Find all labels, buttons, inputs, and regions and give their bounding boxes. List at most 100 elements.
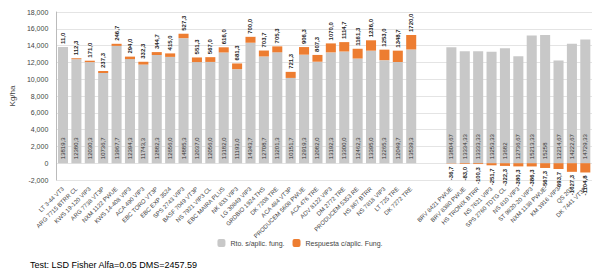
svg-text:0: 0 <box>44 160 48 167</box>
svg-text:-1104,8: -1104,8 <box>582 175 588 196</box>
svg-text:11,0: 11,0 <box>60 32 66 44</box>
svg-text:15258: 15258 <box>542 142 548 159</box>
svg-text:415,0: 415,0 <box>167 35 173 51</box>
svg-text:332,3: 332,3 <box>140 43 146 59</box>
svg-text:13253,33: 13253,33 <box>489 134 495 160</box>
svg-text:12,000: 12,000 <box>27 59 49 66</box>
svg-text:-567,3: -567,3 <box>542 170 548 188</box>
svg-text:12462,3: 12462,3 <box>355 137 361 159</box>
svg-text:PRODUCEM 5353 RE: PRODUCEM 5353 RE <box>313 185 360 233</box>
svg-text:12037,0: 12037,0 <box>194 137 200 159</box>
svg-text:EBC MAIRA PLUS: EBC MAIRA PLUS <box>186 185 226 226</box>
svg-text:1161,3: 1161,3 <box>355 27 361 46</box>
svg-text:700,0: 700,0 <box>247 18 253 34</box>
svg-text:18,000: 18,000 <box>27 9 49 16</box>
svg-text:-251,7: -251,7 <box>489 168 495 186</box>
svg-text:171,0: 171,0 <box>87 42 93 58</box>
svg-text:13182,0: 13182,0 <box>221 137 227 159</box>
svg-text:13201,3: 13201,3 <box>274 137 280 159</box>
svg-text:Kg/ha: Kg/ha <box>8 85 17 106</box>
svg-text:13819,3: 13819,3 <box>60 137 66 159</box>
svg-text:13333,33: 13333,33 <box>475 134 481 160</box>
svg-text:6,000: 6,000 <box>31 109 49 116</box>
svg-text:703,7: 703,7 <box>261 32 267 48</box>
svg-text:12919,3: 12919,3 <box>301 137 307 159</box>
svg-text:8,000: 8,000 <box>31 93 49 100</box>
svg-text:13682: 13682 <box>502 142 508 159</box>
svg-text:14222,67: 14222,67 <box>569 134 575 160</box>
svg-text:681,3: 681,3 <box>234 45 240 61</box>
svg-text:GRDBIO 1924 THS: GRDBIO 1924 THS <box>224 185 266 227</box>
svg-text:KWS 14-408 VIP3: KWS 14-408 VIP3 <box>93 185 133 225</box>
svg-text:13967,7: 13967,7 <box>114 137 120 159</box>
svg-text:14343,7: 14343,7 <box>247 137 253 159</box>
svg-text:721,3: 721,3 <box>288 53 294 69</box>
svg-text:14729,33: 14729,33 <box>582 134 588 160</box>
svg-text:12030,3: 12030,3 <box>87 137 93 159</box>
svg-text:13334,33: 13334,33 <box>462 134 468 160</box>
svg-text:15213,33: 15213,33 <box>529 134 535 160</box>
svg-text:237,3: 237,3 <box>100 52 106 68</box>
svg-text:616,0: 616,0 <box>221 29 227 45</box>
svg-text:705,3: 705,3 <box>274 28 280 44</box>
svg-text:344,7: 344,7 <box>154 33 160 49</box>
svg-text:4,000: 4,000 <box>31 126 49 133</box>
svg-text:567,0: 567,0 <box>207 38 213 54</box>
svg-text:527,3: 527,3 <box>181 15 187 31</box>
svg-text:13395,0: 13395,0 <box>368 137 374 159</box>
svg-text:-386,3: -386,3 <box>529 169 535 187</box>
svg-text:13539,3: 13539,3 <box>408 137 414 159</box>
svg-text:13300,0: 13300,0 <box>341 137 347 159</box>
svg-text:1720,0: 1720,0 <box>408 13 414 32</box>
svg-text:Rto. s/aplic. fung.: Rto. s/aplic. fung. <box>230 240 284 248</box>
svg-text:13804,67: 13804,67 <box>448 134 454 160</box>
svg-text:246,7: 246,7 <box>114 25 120 41</box>
svg-text:14885,3: 14885,3 <box>181 137 187 159</box>
svg-text:10736,7: 10736,7 <box>100 137 106 159</box>
svg-text:12049,7: 12049,7 <box>395 137 401 159</box>
svg-text:12380,3: 12380,3 <box>73 137 79 159</box>
svg-text:1114,7: 1114,7 <box>341 21 347 39</box>
svg-text:551,3: 551,3 <box>194 39 200 55</box>
svg-text:11743,3: 11743,3 <box>140 137 146 159</box>
svg-text:1236,0: 1236,0 <box>368 18 374 37</box>
svg-text:807,3: 807,3 <box>314 36 320 52</box>
svg-text:-322,3: -322,3 <box>502 168 508 186</box>
svg-text:12056,0: 12056,0 <box>207 137 213 159</box>
svg-text:Respuesta c/aplic. Fung.: Respuesta c/aplic. Fung. <box>306 240 383 248</box>
svg-text:ARG 7715 BTRR CL: ARG 7715 BTRR CL <box>35 185 79 230</box>
svg-text:12736,67: 12736,67 <box>515 134 521 160</box>
svg-text:HS TRONIX BTRR: HS TRONIX BTRR <box>440 185 481 226</box>
svg-text:-1027,3: -1027,3 <box>569 174 575 195</box>
svg-text:12882,3: 12882,3 <box>154 137 160 159</box>
svg-text:12394,3: 12394,3 <box>127 137 133 159</box>
svg-text:1348,7: 1348,7 <box>395 29 401 48</box>
svg-text:PRODUCEM 5608 PWUE: PRODUCEM 5608 PWUE <box>253 186 306 239</box>
svg-text:Test: LSD Fisher Alfa=0.05 DMS: Test: LSD Fisher Alfa=0.05 DMS=2457.59 <box>30 260 197 270</box>
svg-text:12265,3: 12265,3 <box>381 137 387 159</box>
svg-text:12656,0: 12656,0 <box>167 137 173 159</box>
svg-text:-693,7: -693,7 <box>556 171 562 189</box>
svg-text:14,000: 14,000 <box>27 42 49 49</box>
svg-text:SPS 2760 TDTG CL: SPS 2760 TDTG CL <box>464 185 508 229</box>
svg-text:294,0: 294,0 <box>127 38 133 54</box>
svg-text:12214,67: 12214,67 <box>556 134 562 160</box>
svg-text:1253,0: 1253,0 <box>381 28 387 47</box>
svg-text:1070,0: 1070,0 <box>328 21 334 40</box>
svg-text:-36,7: -36,7 <box>448 166 454 180</box>
svg-text:10,000: 10,000 <box>27 76 49 83</box>
svg-text:12082,0: 12082,0 <box>314 137 320 159</box>
svg-text:13192,3: 13192,3 <box>328 137 334 159</box>
svg-text:16,000: 16,000 <box>27 25 49 32</box>
svg-text:-83,0: -83,0 <box>462 166 468 180</box>
svg-text:906,3: 906,3 <box>301 28 307 44</box>
svg-text:10151,7: 10151,7 <box>288 137 294 159</box>
svg-text:12708,7: 12708,7 <box>261 137 267 159</box>
svg-text:-100,3: -100,3 <box>475 166 481 184</box>
svg-text:112,3: 112,3 <box>73 40 79 55</box>
svg-text:-2,000: -2,000 <box>28 177 48 184</box>
svg-text:11193,0: 11193,0 <box>234 138 240 159</box>
svg-text:DK 7272 TRE: DK 7272 TRE <box>383 186 413 216</box>
svg-text:-380,3: -380,3 <box>515 169 521 187</box>
svg-text:2,000: 2,000 <box>31 143 49 150</box>
